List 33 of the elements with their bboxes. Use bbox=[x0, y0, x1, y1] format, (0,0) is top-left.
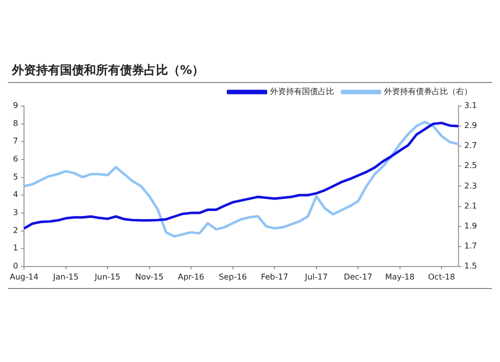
y-tick-label: 0 bbox=[12, 261, 18, 270]
y2-tick-label: 1.9 bbox=[464, 221, 478, 230]
legend-label: 外资持有债券占比（右） bbox=[384, 87, 472, 96]
y2-tick-label: 2.9 bbox=[464, 121, 478, 130]
y-tick-label: 5 bbox=[12, 172, 18, 182]
x-tick-label: Oct-18 bbox=[428, 272, 456, 282]
y-tick-label: 7 bbox=[12, 136, 18, 146]
x-tick-label: Jun-15 bbox=[94, 272, 120, 282]
y-tick-label: 6 bbox=[12, 154, 18, 164]
y-tick-label: 2 bbox=[12, 226, 18, 235]
y-tick-label: 3 bbox=[12, 208, 18, 218]
x-tick-label: Aug-14 bbox=[10, 272, 38, 282]
x-tick-label: Nov-15 bbox=[135, 272, 164, 282]
y-tick-label: 4 bbox=[12, 190, 18, 200]
x-tick-label: Dec-17 bbox=[344, 272, 372, 282]
x-tick-label: Jan-15 bbox=[52, 272, 79, 282]
legend-label: 外资持有国债占比 bbox=[270, 87, 334, 96]
y2-tick-label: 1.7 bbox=[464, 241, 478, 250]
y2-tick-label: 1.5 bbox=[464, 261, 478, 270]
x-tick-label: Jul-17 bbox=[304, 272, 328, 282]
y2-tick-label: 3.1 bbox=[464, 101, 478, 110]
x-tick-label: Apr-16 bbox=[178, 272, 204, 282]
y-tick-label: 1 bbox=[12, 244, 18, 253]
y-tick-label: 8 bbox=[12, 118, 18, 128]
x-tick-label: Sep-16 bbox=[218, 272, 247, 282]
y2-tick-label: 2.3 bbox=[464, 181, 478, 190]
chart-title: 外资持有国债和所有债券占比（%） bbox=[12, 62, 204, 79]
y2-tick-label: 2.5 bbox=[464, 161, 478, 170]
y-tick-label: 9 bbox=[12, 101, 18, 110]
y2-tick-label: 2.7 bbox=[464, 141, 478, 150]
x-tick-label: Feb-17 bbox=[260, 272, 288, 282]
y2-tick-label: 2.1 bbox=[464, 201, 478, 210]
x-tick-label: May-18 bbox=[385, 272, 415, 282]
